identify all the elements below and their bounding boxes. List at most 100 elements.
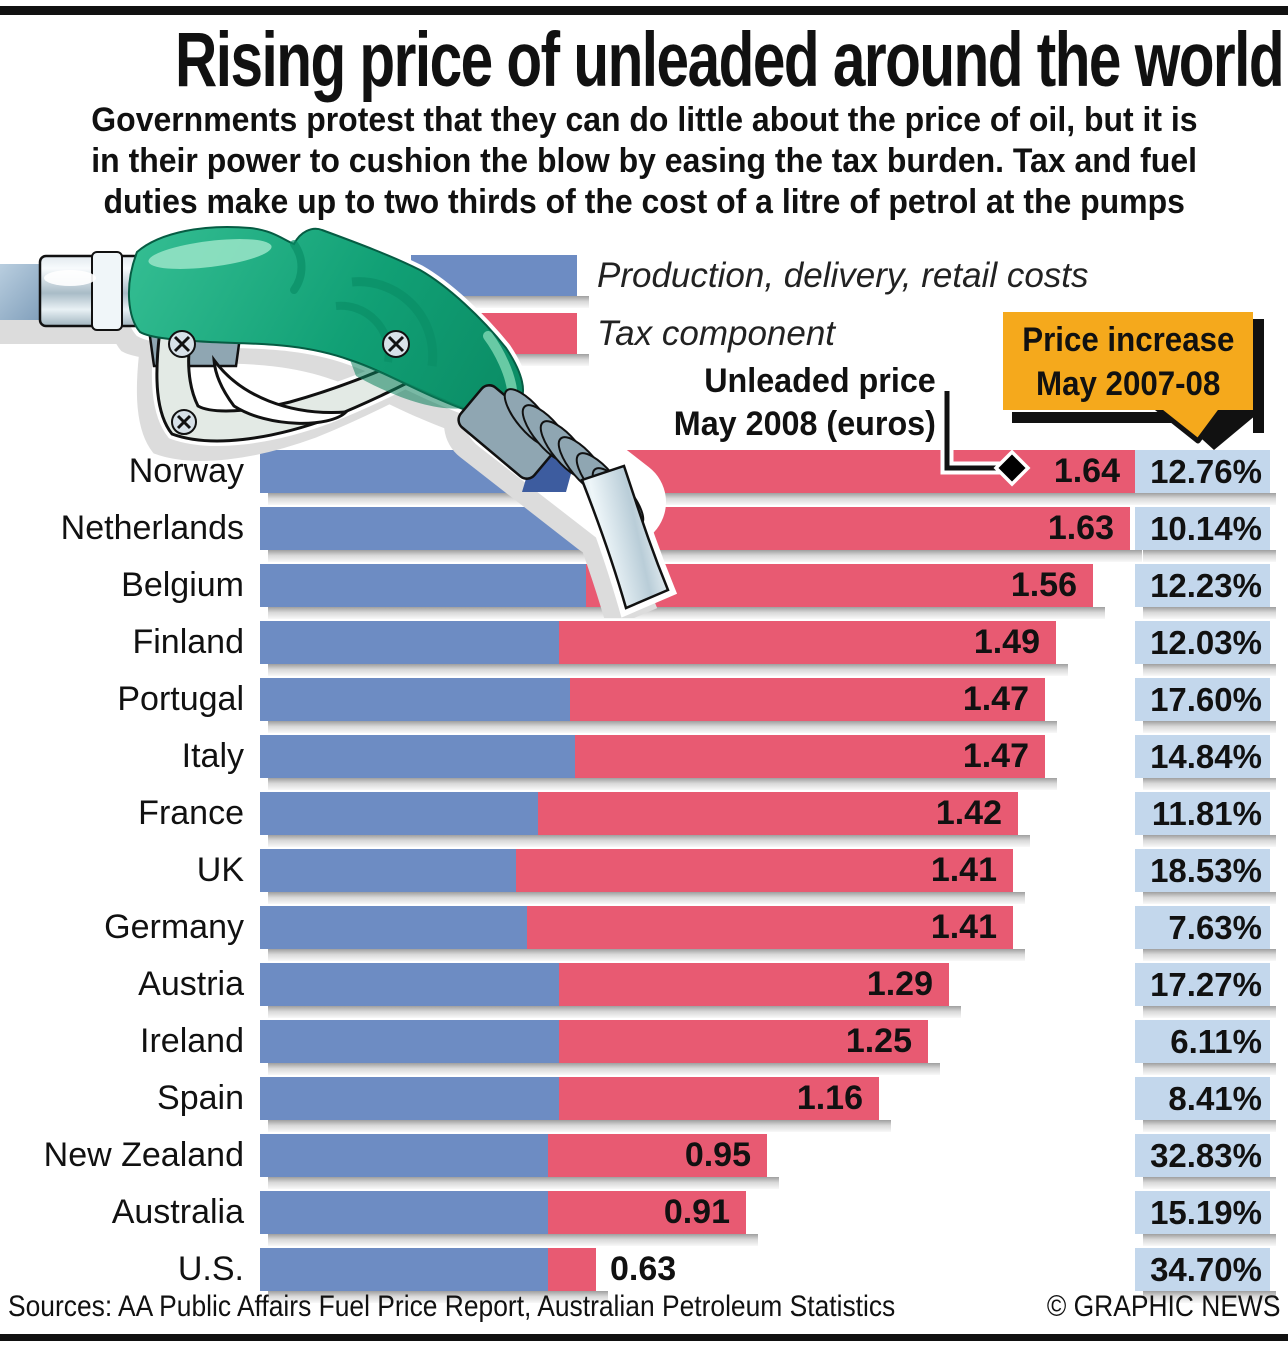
price-label-new-zealand: 0.95 xyxy=(684,1136,751,1174)
price-label-uk: 1.41 xyxy=(930,851,997,889)
increase-badge-u-s: 34.70% xyxy=(1135,1248,1270,1291)
country-label-finland: Finland xyxy=(132,623,244,661)
bottom-rule xyxy=(0,1334,1288,1341)
country-label-netherlands: Netherlands xyxy=(60,509,244,547)
badge-shadow xyxy=(1143,1291,1276,1303)
bar-shadow xyxy=(268,607,1105,619)
bar-tax-u-s xyxy=(548,1248,596,1291)
increase-badge-finland: 12.03% xyxy=(1135,621,1270,664)
badge-shadow xyxy=(1143,949,1276,961)
badge-shadow xyxy=(1143,778,1276,790)
unleaded-price-annotation: Unleaded price May 2008 (euros) xyxy=(673,362,936,443)
badge-shadow xyxy=(1143,493,1276,505)
increase-badge-ireland: 6.11% xyxy=(1135,1020,1270,1063)
bar-shadow xyxy=(268,892,1025,904)
bar-shadow xyxy=(268,1006,961,1018)
country-label-italy: Italy xyxy=(181,737,244,775)
badge-shadow xyxy=(1143,664,1276,676)
country-label-france: France xyxy=(138,794,244,832)
bar-tax-norway xyxy=(607,450,1136,493)
bar-shadow xyxy=(268,1234,758,1246)
increase-badge-uk: 18.53% xyxy=(1135,849,1270,892)
legend-label-tax: Tax component xyxy=(597,314,836,353)
price-label-norway: 1.64 xyxy=(1053,452,1120,490)
bar-tax-italy xyxy=(575,735,1045,778)
bar-tax-austria xyxy=(559,963,949,1006)
bar-shadow xyxy=(268,778,1057,790)
increase-badge-austria: 17.27% xyxy=(1135,963,1270,1006)
bar-production-uk xyxy=(260,849,516,892)
increase-badge-france: 11.81% xyxy=(1135,792,1270,835)
increase-badge-new-zealand: 32.83% xyxy=(1135,1134,1270,1177)
price-label-austria: 1.29 xyxy=(866,965,933,1003)
country-label-germany: Germany xyxy=(104,908,244,946)
country-label-uk: UK xyxy=(196,851,244,889)
country-label-spain: Spain xyxy=(157,1079,244,1117)
bar-production-france xyxy=(260,792,538,835)
bar-tax-australia xyxy=(548,1191,746,1234)
bar-shadow xyxy=(268,664,1068,676)
bar-tax-new-zealand xyxy=(548,1134,767,1177)
bar-tax-germany xyxy=(527,906,1013,949)
badge-shadow xyxy=(1143,1120,1276,1132)
top-rule xyxy=(0,6,1288,15)
bar-shadow xyxy=(268,550,1142,562)
price-label-belgium: 1.56 xyxy=(1010,566,1077,604)
price-label-australia: 0.91 xyxy=(663,1193,730,1231)
badge-shadow xyxy=(1143,550,1276,562)
increase-badge-belgium: 12.23% xyxy=(1135,564,1270,607)
bar-shadow xyxy=(268,1291,608,1303)
price-label-france: 1.42 xyxy=(935,794,1002,832)
bar-tax-uk xyxy=(516,849,1013,892)
bar-production-netherlands xyxy=(260,507,580,550)
bar-production-austria xyxy=(260,963,559,1006)
increase-badge-germany: 7.63% xyxy=(1135,906,1270,949)
badge-shadow xyxy=(1143,835,1276,847)
country-label-ireland: Ireland xyxy=(140,1022,244,1060)
country-label-norway: Norway xyxy=(128,452,244,490)
bar-production-italy xyxy=(260,735,575,778)
bar-shadow xyxy=(268,493,1148,505)
price-label-germany: 1.41 xyxy=(930,908,997,946)
bar-shadow xyxy=(268,949,1025,961)
bar-production-germany xyxy=(260,906,527,949)
subtitle-line-2: in their power to cushion the blow by ea… xyxy=(91,142,1197,180)
subtitle-line-3: duties make up to two thirds of the cost… xyxy=(103,183,1185,221)
bar-tax-finland xyxy=(559,621,1056,664)
price-label-ireland: 1.25 xyxy=(845,1022,912,1060)
country-label-australia: Australia xyxy=(111,1193,244,1231)
country-label-u-s: U.S. xyxy=(177,1250,244,1288)
legend-label-production: Production, delivery, retail costs xyxy=(597,256,1089,295)
country-label-belgium: Belgium xyxy=(121,566,244,604)
increase-badge-australia: 15.19% xyxy=(1135,1191,1270,1234)
increase-badge-netherlands: 10.14% xyxy=(1135,507,1270,550)
credit-note: © GRAPHIC NEWS xyxy=(1046,1290,1280,1323)
bar-production-portugal xyxy=(260,678,570,721)
price-label-portugal: 1.47 xyxy=(962,680,1029,718)
badge-shadow xyxy=(1143,892,1276,904)
badge-shadow xyxy=(1143,1006,1276,1018)
country-label-portugal: Portugal xyxy=(117,680,244,718)
bar-production-finland xyxy=(260,621,559,664)
sources-note: Sources: AA Public Affairs Fuel Price Re… xyxy=(8,1290,896,1323)
bar-tax-portugal xyxy=(570,678,1045,721)
bar-production-u-s xyxy=(260,1248,548,1291)
badge-shadow xyxy=(1143,721,1276,733)
bar-production-spain xyxy=(260,1077,559,1120)
increase-badge-italy: 14.84% xyxy=(1135,735,1270,778)
page-title: Rising price of unleaded around the worl… xyxy=(174,17,1285,103)
badge-shadow xyxy=(1143,1234,1276,1246)
badge-shadow xyxy=(1143,1177,1276,1189)
increase-badge-portugal: 17.60% xyxy=(1135,678,1270,721)
bar-tax-spain xyxy=(559,1077,879,1120)
bar-shadow xyxy=(268,1177,779,1189)
bar-shadow xyxy=(268,721,1057,733)
price-label-netherlands: 1.63 xyxy=(1047,509,1114,547)
price-label-u-s: 0.63 xyxy=(610,1250,677,1288)
badge-shadow xyxy=(1143,607,1276,619)
price-label-italy: 1.47 xyxy=(962,737,1029,775)
country-label-new-zealand: New Zealand xyxy=(43,1136,244,1174)
subtitle: Governments protest that they can do lit… xyxy=(0,100,1288,223)
price-increase-callout xyxy=(1003,312,1253,410)
